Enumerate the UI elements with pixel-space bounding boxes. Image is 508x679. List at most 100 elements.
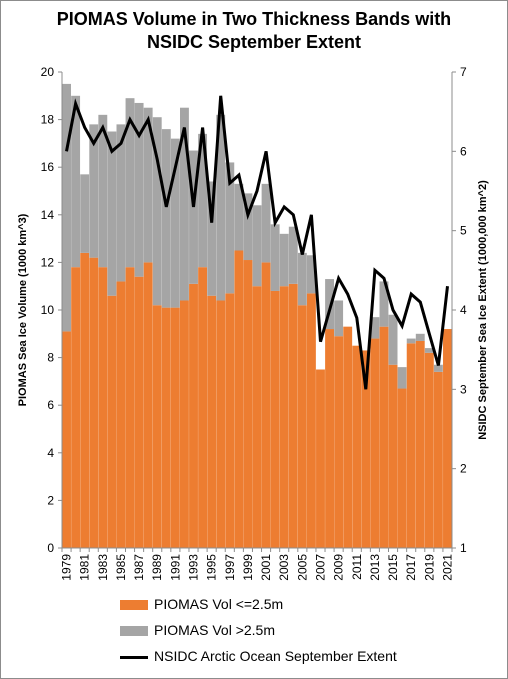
bar-thin-ice-2017 xyxy=(406,343,416,548)
bar-thin-ice-1989 xyxy=(152,305,162,548)
bar-thin-ice-2000 xyxy=(252,286,262,548)
x-tick-label-2009: 2009 xyxy=(332,554,346,581)
bar-thick-ice-2005 xyxy=(297,252,307,306)
bar-thin-ice-1984 xyxy=(107,295,117,548)
bar-thick-ice-2004 xyxy=(288,226,298,284)
x-tick-label-2017: 2017 xyxy=(404,554,418,581)
bar-thick-ice-1989 xyxy=(152,117,162,306)
bar-thin-ice-2006 xyxy=(306,293,316,548)
bar-thin-ice-2011 xyxy=(352,345,362,548)
bar-thick-ice-1994 xyxy=(198,133,208,268)
y2-tick-label-7: 7 xyxy=(460,65,467,79)
bar-thick-ice-1997 xyxy=(225,162,235,294)
bar-thin-ice-1979 xyxy=(62,331,71,548)
y-tick-label-0: 0 xyxy=(47,541,54,555)
bar-thick-ice-1990 xyxy=(161,129,171,308)
y-tick-label-6: 6 xyxy=(47,398,54,412)
bar-thick-ice-2008 xyxy=(325,279,335,330)
legend-label-thin-ice: PIOMAS Vol <=2.5m xyxy=(154,596,284,612)
y-tick-label-20: 20 xyxy=(41,65,55,79)
y-tick-label-16: 16 xyxy=(41,160,55,174)
bar-thin-ice-2009 xyxy=(334,336,344,548)
bar-thin-ice-2002 xyxy=(270,290,280,548)
chart-title-line-1: PIOMAS Volume in Two Thickness Bands wit… xyxy=(56,9,452,29)
x-tick-label-1993: 1993 xyxy=(187,554,201,581)
bars-group xyxy=(62,83,452,548)
bar-thin-ice-1999 xyxy=(243,260,253,548)
bar-thick-ice-2019 xyxy=(424,348,434,353)
chart-title: PIOMAS Volume in Two Thickness Bands wit… xyxy=(0,8,508,54)
bar-thin-ice-1986 xyxy=(125,267,135,548)
bar-thick-ice-1983 xyxy=(98,114,108,268)
extent-line xyxy=(65,95,449,390)
x-tick-label-2011: 2011 xyxy=(350,554,364,580)
bar-thick-ice-1993 xyxy=(189,150,198,284)
bar-thick-ice-1987 xyxy=(134,102,144,277)
bar-thick-ice-2015 xyxy=(388,314,398,365)
x-tick-label-1979: 1979 xyxy=(60,554,74,581)
y-tick-label-2: 2 xyxy=(47,493,54,507)
bar-thick-ice-1985 xyxy=(116,124,126,282)
x-tick-label-1987: 1987 xyxy=(132,554,146,581)
bar-thin-ice-2014 xyxy=(379,326,389,548)
bar-thick-ice-2016 xyxy=(397,367,407,389)
bar-thick-ice-2000 xyxy=(252,205,262,287)
x-tick-label-2001: 2001 xyxy=(259,554,273,581)
bar-thin-ice-2018 xyxy=(415,340,425,548)
bar-thick-ice-2013 xyxy=(370,317,380,339)
bar-thin-ice-1992 xyxy=(179,300,189,548)
bar-thick-ice-1979 xyxy=(62,83,71,332)
x-tick-label-2005: 2005 xyxy=(295,554,309,581)
chart-title-line-2: NSIDC September Extent xyxy=(146,32,362,52)
x-tick-label-2003: 2003 xyxy=(277,554,291,581)
bar-thin-ice-2001 xyxy=(261,262,271,548)
bar-thick-ice-1981 xyxy=(80,174,90,253)
bar-thick-ice-2017 xyxy=(406,338,416,344)
y2-tick-label-4: 4 xyxy=(460,303,467,317)
bar-thin-ice-1993 xyxy=(189,283,198,548)
y-tick-label-14: 14 xyxy=(41,208,55,222)
y2-tick-label-1: 1 xyxy=(460,541,467,555)
bar-thin-ice-1998 xyxy=(234,250,244,548)
y-tick-label-8: 8 xyxy=(47,351,54,365)
x-tick-label-1981: 1981 xyxy=(78,554,92,581)
y-tick-label-4: 4 xyxy=(47,446,54,460)
bar-thin-ice-2003 xyxy=(279,286,289,548)
bar-thin-ice-2007 xyxy=(316,369,325,548)
bar-thick-ice-2006 xyxy=(306,255,316,294)
bar-thin-ice-1980 xyxy=(71,267,81,548)
bar-thin-ice-2019 xyxy=(424,352,434,548)
bar-thin-ice-2016 xyxy=(397,388,407,548)
bar-thin-ice-1991 xyxy=(170,307,180,548)
bar-thin-ice-2013 xyxy=(370,338,380,548)
bar-thick-ice-2009 xyxy=(334,300,344,337)
legend-item-thick-ice: PIOMAS Vol >2.5m xyxy=(112,620,472,646)
bar-thin-ice-1996 xyxy=(216,300,226,548)
x-tick-label-2021: 2021 xyxy=(440,554,454,581)
x-tick-label-2013: 2013 xyxy=(368,554,382,581)
bar-thin-ice-2020 xyxy=(433,371,443,548)
x-tick-label-1995: 1995 xyxy=(205,554,219,581)
bar-thick-ice-2002 xyxy=(270,224,280,291)
bar-thin-ice-2015 xyxy=(388,364,398,548)
bar-thin-ice-2012 xyxy=(361,350,371,548)
bar-thin-ice-1983 xyxy=(98,267,108,548)
bar-thick-ice-1992 xyxy=(179,107,189,301)
y-axis-title: PIOMAS Sea Ice Volume (1000 km^3) xyxy=(17,213,29,406)
x-tick-label-2019: 2019 xyxy=(422,554,436,581)
bar-thin-ice-2005 xyxy=(297,305,307,548)
bar-thin-ice-2004 xyxy=(288,283,298,548)
x-tick-label-2015: 2015 xyxy=(386,554,400,581)
bar-thin-ice-1995 xyxy=(207,295,217,548)
x-tick-label-1985: 1985 xyxy=(114,554,128,581)
y-tick-label-18: 18 xyxy=(41,113,55,127)
extent-line-group xyxy=(65,95,449,390)
bar-thick-ice-1999 xyxy=(243,193,253,261)
bar-thick-ice-1986 xyxy=(125,98,135,268)
x-tick-label-1989: 1989 xyxy=(150,554,164,581)
bar-thick-ice-1980 xyxy=(71,95,81,268)
bar-thick-ice-2018 xyxy=(415,333,425,341)
x-tick-label-1983: 1983 xyxy=(96,554,110,581)
